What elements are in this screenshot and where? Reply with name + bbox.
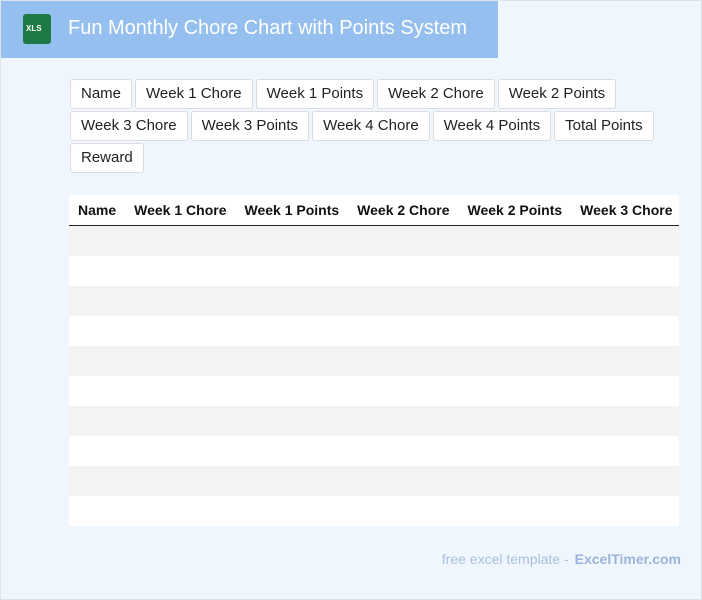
table-row <box>69 406 679 436</box>
field-chip[interactable]: Name <box>70 79 133 109</box>
column-header: Week 1 Points <box>235 195 349 226</box>
header-row: Name Week 1 Chore Week 1 Points Week 2 Chor… <box>69 195 679 226</box>
table-row <box>69 346 679 376</box>
column-header: Week 3 Chore <box>571 195 679 226</box>
field-list: Name Week 1 Chore Week 1 Points Week 2 Chor… <box>70 79 670 173</box>
field-chip[interactable]: Total Points <box>554 111 654 141</box>
footer-link[interactable]: ExcelTimer.com <box>574 551 681 567</box>
file-icon: XLS <box>23 14 51 44</box>
field-chip[interactable]: Week 1 Chore <box>135 79 253 109</box>
table: Name Week 1 Chore Week 1 Points Week 2 Chor… <box>69 195 679 526</box>
field-chip[interactable]: Week 4 Points <box>432 111 552 141</box>
table-row <box>69 226 679 256</box>
table-row <box>69 316 679 346</box>
table-row <box>69 286 679 316</box>
page-title: Fun Monthly Chore Chart with Points Syst… <box>68 17 468 39</box>
footer-text: free excel template - <box>441 551 569 567</box>
table-row <box>69 436 679 466</box>
column-header: Week 1 Chore <box>125 195 236 226</box>
field-chip[interactable]: Week 3 Chore <box>70 111 188 141</box>
table-body <box>69 226 679 526</box>
table-row <box>69 496 679 526</box>
icon-label: XLS <box>26 24 42 33</box>
header-bar: XLS Fun Monthly Chore Chart with Points … <box>1 1 498 58</box>
field-chip[interactable]: Week 4 Chore <box>312 111 430 141</box>
table-row <box>69 256 679 286</box>
column-header: Name <box>69 195 126 226</box>
field-chip[interactable]: Week 1 Points <box>255 79 375 109</box>
field-chip[interactable]: Reward <box>70 143 144 173</box>
field-chip[interactable]: Week 2 Points <box>497 79 617 109</box>
field-chip[interactable]: Week 2 Chore <box>377 79 495 109</box>
footer: free excel template - ExcelTimer.com <box>442 551 681 567</box>
field-chip[interactable]: Week 3 Points <box>190 111 310 141</box>
column-header: Week 2 Points <box>458 195 572 226</box>
table-row <box>69 466 679 496</box>
table-row <box>69 376 679 406</box>
column-header: Week 2 Chore <box>348 195 459 226</box>
